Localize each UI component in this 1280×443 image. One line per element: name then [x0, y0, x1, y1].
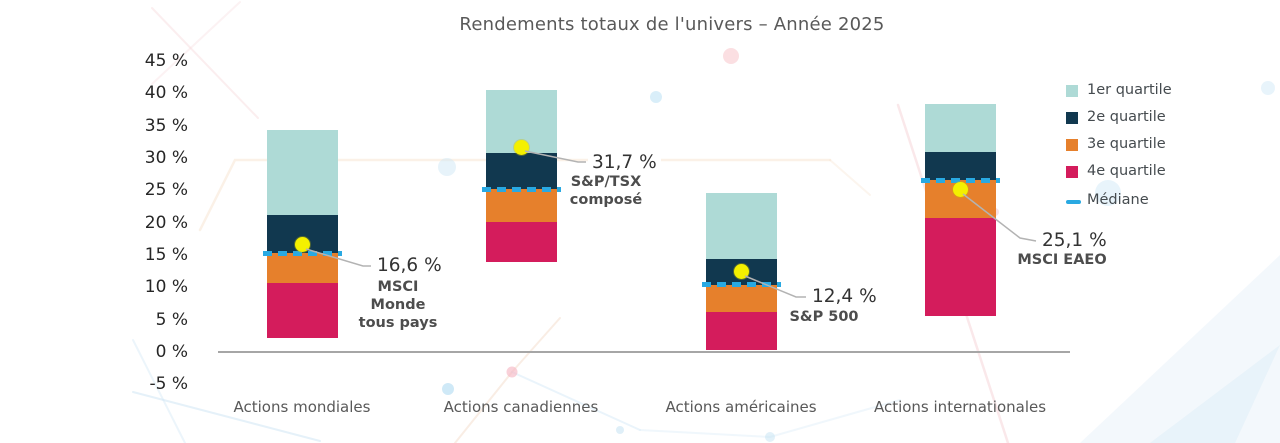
benchmark-value-label: 25,1 % — [1038, 230, 1111, 251]
annotation-connector-line — [524, 150, 586, 163]
annotation-connector-line — [744, 275, 806, 298]
bar-segment-quartile4 — [266, 282, 338, 338]
y-axis-tick-label: 30 % — [144, 148, 188, 169]
x-axis-category-label: Actions canadiennes — [443, 398, 599, 416]
chart-title: Rendements totaux de l'univers – Année 2… — [459, 14, 885, 35]
legend-swatch-icon — [1066, 166, 1078, 178]
y-axis-tick-label: 5 % — [155, 309, 188, 330]
legend-item-label: 4e quartile — [1087, 163, 1166, 179]
bar-segment-quartile1 — [705, 192, 777, 259]
bar-segment-quartile4 — [485, 222, 557, 263]
bar-segment-quartile1 — [266, 130, 338, 215]
legend-swatch-icon — [1066, 112, 1078, 124]
y-axis-tick-label: 0 % — [155, 342, 188, 362]
benchmark-dot — [733, 264, 749, 280]
bar-segment-quartile1 — [924, 103, 996, 153]
x-axis-category-label: Actions internationales — [873, 398, 1047, 416]
benchmark-dot — [513, 139, 529, 155]
legend-swatch-icon — [1066, 85, 1078, 97]
benchmark-name-label: S&P/TSX composé — [570, 173, 642, 209]
legend-item-label: 3e quartile — [1087, 136, 1166, 152]
y-axis-tick-label: 15 % — [144, 245, 188, 265]
median-dashed-line — [481, 186, 561, 192]
x-axis-category-label: Actions mondiales — [233, 398, 371, 416]
benchmark-name-label: MSCI EAEO — [1017, 251, 1106, 269]
benchmark-name-line: Monde — [370, 297, 426, 313]
benchmark-name-line: MSCI EAEO — [1017, 252, 1107, 268]
benchmark-value-label: 31,7 % — [588, 152, 661, 173]
legend-item-label: Médiane — [1087, 192, 1149, 208]
bar-segment-quartile3 — [266, 253, 338, 283]
x-axis-category-label: Actions américaines — [665, 398, 817, 416]
median-dash-icon — [1066, 200, 1081, 204]
legend-swatch-icon — [1066, 139, 1078, 151]
benchmark-dot — [294, 237, 310, 253]
benchmark-name-line: S&P 500 — [789, 309, 859, 325]
bar-segment-quartile4 — [924, 218, 996, 316]
benchmark-name-label: S&P 500 — [789, 308, 858, 326]
median-dashed-line — [701, 282, 781, 288]
benchmark-dot — [952, 182, 968, 198]
bar-segment-quartile2 — [485, 153, 557, 190]
median-dashed-line — [920, 177, 1000, 183]
bar-segment-quartile2 — [924, 152, 996, 180]
benchmark-name-line: tous pays — [358, 315, 438, 331]
x-axis-baseline — [218, 351, 1070, 353]
legend-item-label: 1er quartile — [1087, 82, 1172, 98]
y-axis-tick-label: 10 % — [144, 277, 188, 298]
y-axis-tick-label: 45 % — [144, 51, 188, 72]
y-axis-tick-label: -5 % — [149, 374, 188, 395]
y-axis-tick-label: 35 % — [144, 115, 188, 136]
benchmark-value-label: 16,6 % — [373, 255, 446, 276]
median-dashed-line — [262, 250, 342, 256]
legend-item-label: 2e quartile — [1087, 109, 1166, 125]
y-axis-tick-label: 20 % — [144, 212, 188, 233]
benchmark-name-line: S&P/TSX — [570, 174, 642, 190]
bar-segment-quartile3 — [485, 189, 557, 223]
bar-segment-quartile4 — [705, 311, 777, 351]
benchmark-value-label: 12,4 % — [808, 286, 881, 307]
benchmark-name-label: MSCI Monde tous pays — [359, 278, 438, 332]
y-axis-tick-label: 25 % — [144, 180, 188, 201]
benchmark-name-line: composé — [569, 192, 643, 208]
bar-segment-quartile3 — [705, 284, 777, 312]
y-axis-tick-label: 40 % — [144, 83, 188, 104]
annotation-connector-line — [305, 248, 371, 267]
benchmark-name-line: MSCI — [377, 279, 419, 295]
annotation-connector-line — [962, 193, 1037, 242]
